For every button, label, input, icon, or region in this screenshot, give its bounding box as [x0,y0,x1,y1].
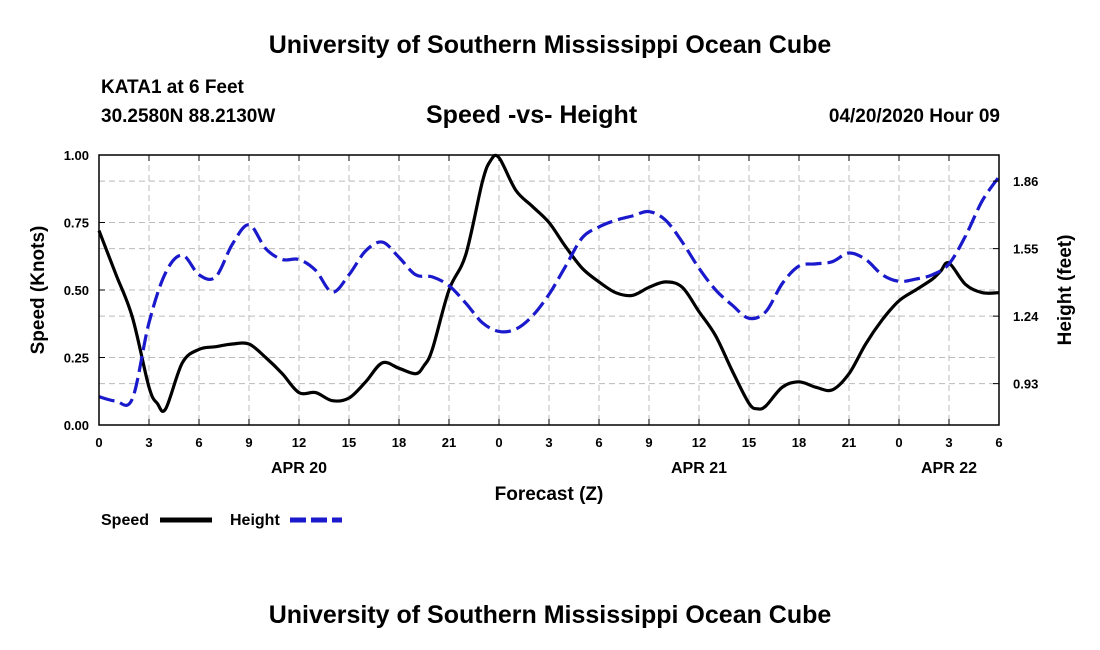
legend-height-label: Height [230,512,280,529]
plot-title: Speed -vs- Height [426,101,638,129]
y-axis-label-right: Height (feet) [1055,235,1076,346]
x-tick-label: 6 [595,435,602,450]
x-tick-label: 9 [245,435,252,450]
page-title: University of Southern Mississippi Ocean… [268,31,832,59]
x-tick-label: 6 [195,435,202,450]
y-tick-label-left: 0.25 [64,351,89,366]
y-tick-label-left: 0.75 [64,216,89,231]
x-tick-label: 0 [895,435,902,450]
x-tick-label: 21 [442,435,456,450]
y-tick-label-right: 1.55 [1013,242,1038,257]
date-label: APR 21 [671,460,727,477]
y-tick-label-right: 0.93 [1013,377,1038,392]
x-tick-label: 9 [645,435,652,450]
y-tick-label-right: 1.86 [1013,174,1038,189]
y-tick-label-left: 0.00 [64,418,89,433]
x-axis-label: Forecast (Z) [495,484,604,505]
x-tick-label: 3 [145,435,152,450]
x-tick-label: 18 [792,435,806,450]
y-tick-label-left: 0.50 [64,283,89,298]
x-tick-label: 18 [392,435,406,450]
date-label: APR 22 [921,460,977,477]
y-axis-label-left: Speed (Knots) [28,226,49,355]
x-tick-label: 6 [995,435,1002,450]
x-tick-label: 0 [95,435,102,450]
footer-title: University of Southern Mississippi Ocean… [268,601,832,629]
datetime-label: 04/20/2020 Hour 09 [828,106,1000,127]
x-tick-label: 15 [342,435,356,450]
date-label: APR 20 [271,460,327,477]
x-tick-label: 3 [945,435,952,450]
x-tick-label: 12 [692,435,706,450]
x-tick-label: 12 [292,435,306,450]
station-label: KATA1 at 6 Feet [101,77,244,98]
x-tick-label: 0 [495,435,502,450]
y-tick-label-left: 1.00 [64,148,89,163]
x-tick-label: 21 [842,435,856,450]
legend: Speed Height [101,512,342,529]
coords-label: 30.2580N 88.2130W [101,106,276,127]
height-series-line [98,175,1001,407]
legend-speed-label: Speed [101,512,149,529]
x-tick-label: 15 [742,435,756,450]
y-tick-label-right: 1.24 [1013,309,1039,324]
speed-series-line [97,153,1000,413]
x-tick-label: 3 [545,435,552,450]
